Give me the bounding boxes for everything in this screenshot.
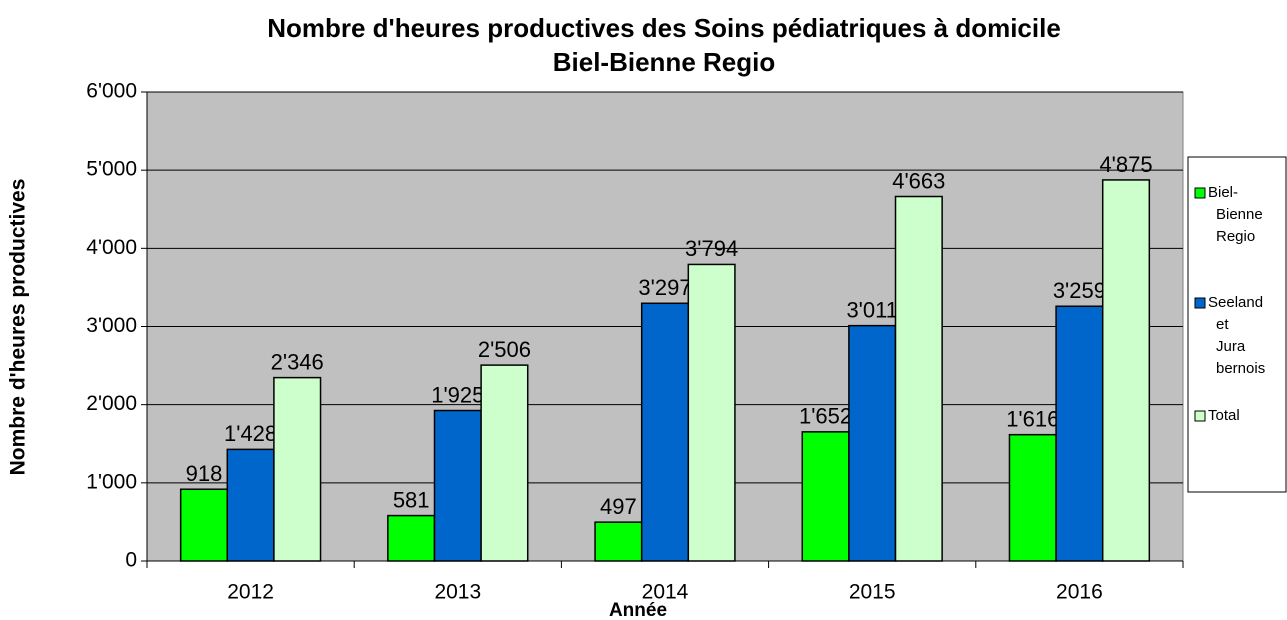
bar xyxy=(801,431,850,562)
legend-swatch xyxy=(1194,187,1206,199)
value-label: 497 xyxy=(600,494,637,519)
value-label: 581 xyxy=(393,487,430,512)
value-label: 3'259 xyxy=(1053,278,1106,303)
bar xyxy=(1008,433,1057,562)
x-axis-label: Année xyxy=(609,600,667,620)
chart-title: Nombre d'heures productives des Soins pé… xyxy=(267,13,1061,43)
x-tick-label: 2015 xyxy=(849,581,896,604)
bar xyxy=(1101,179,1151,562)
value-label: 2'506 xyxy=(478,337,531,362)
bar xyxy=(480,364,529,562)
y-tick-label: 4'000 xyxy=(86,236,137,259)
bar xyxy=(433,409,482,562)
y-tick-label: 0 xyxy=(125,549,137,572)
legend-label: Biel-Bienne Regio xyxy=(1208,184,1263,245)
value-label: 3'794 xyxy=(685,236,738,261)
value-label: 1'616 xyxy=(1006,406,1059,431)
y-tick-label: 6'000 xyxy=(86,80,137,103)
legend-swatch xyxy=(1194,297,1206,309)
value-label: 4'875 xyxy=(1099,152,1152,177)
x-tick-label: 2013 xyxy=(434,581,481,604)
bar xyxy=(387,514,436,562)
bar xyxy=(226,448,275,562)
y-tick-label: 1'000 xyxy=(86,470,137,493)
value-label: 1'652 xyxy=(799,404,852,429)
value-label: 918 xyxy=(186,461,223,486)
legend-label: Seeland et Jura bernois xyxy=(1208,294,1265,377)
y-tick-label: 3'000 xyxy=(86,314,137,337)
value-label: 1'925 xyxy=(431,382,484,407)
value-label: 1'428 xyxy=(224,421,277,446)
bar xyxy=(848,324,897,562)
bar xyxy=(594,521,643,562)
value-label: 4'663 xyxy=(892,168,945,193)
y-axis-label: Nombre d'heures productives xyxy=(7,179,30,476)
value-label: 3'297 xyxy=(638,275,691,300)
legend-box xyxy=(1187,156,1287,493)
y-tick-label: 5'000 xyxy=(86,158,137,181)
bar xyxy=(1055,305,1104,562)
bar xyxy=(273,376,322,562)
x-tick-label: 2016 xyxy=(1056,581,1103,604)
value-label: 3'011 xyxy=(846,297,898,322)
bar xyxy=(179,488,229,562)
value-label: 2'346 xyxy=(271,349,324,374)
bar xyxy=(640,302,690,562)
y-tick-label: 2'000 xyxy=(86,392,137,415)
x-tick-label: 2014 xyxy=(642,581,689,604)
bar xyxy=(894,195,943,562)
chart-subtitle: Biel-Bienne Regio xyxy=(553,47,775,77)
x-tick-label: 2012 xyxy=(227,581,274,604)
legend-swatch xyxy=(1194,410,1206,422)
bar xyxy=(687,263,736,562)
legend-label: Total xyxy=(1208,407,1240,424)
